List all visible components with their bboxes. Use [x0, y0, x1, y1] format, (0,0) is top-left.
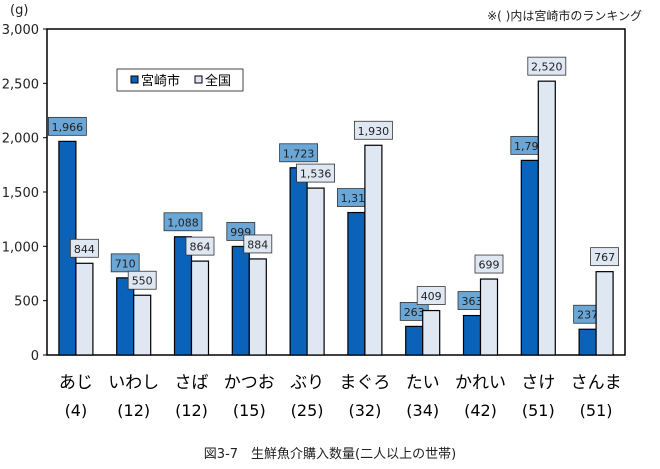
y-tick-label: 1,000: [2, 240, 39, 255]
y-tick-label: 2,000: [2, 132, 39, 147]
data-label: 844: [74, 243, 95, 256]
data-label: 884: [247, 238, 268, 251]
data-label-box: [163, 212, 203, 232]
data-label: 710: [115, 257, 136, 270]
data-label: 767: [594, 251, 615, 264]
data-label-box: [185, 236, 215, 256]
bar-national: [248, 258, 267, 356]
legend-box: [116, 68, 244, 92]
data-label: 699: [479, 259, 500, 272]
y-tick-label: 3,000: [2, 23, 39, 38]
data-label: 864: [190, 241, 211, 254]
legend-swatch-miyazaki: [130, 75, 139, 84]
bar-national: [422, 309, 441, 356]
bar-miyazaki: [347, 211, 366, 356]
rank-label: (34): [406, 401, 439, 420]
category-label: さんま: [571, 373, 622, 393]
bars: 1,9668447105501,0888649998841,7231,5361,…: [48, 56, 619, 356]
category-label: さけ: [521, 373, 555, 393]
rank-label: (51): [580, 401, 613, 420]
bar-miyazaki: [462, 314, 482, 356]
category-label: さば: [175, 373, 209, 393]
data-label-box: [590, 247, 619, 267]
category-label: あじ: [59, 373, 93, 393]
bar-miyazaki: [578, 328, 597, 356]
bar-miyazaki: [231, 245, 250, 356]
data-label: 1,791: [514, 140, 546, 153]
y-axis-unit: (g): [10, 3, 28, 18]
legend: 宮崎市 全国: [116, 68, 244, 92]
category-label: ぶり: [290, 373, 324, 393]
data-label-box: [243, 234, 273, 254]
data-label-box: [110, 253, 140, 273]
bar-national: [306, 187, 325, 356]
rank-label: (51): [522, 401, 555, 420]
legend-label-national: 全国: [205, 73, 231, 89]
data-label: 263: [404, 306, 425, 319]
data-label: 237: [577, 309, 598, 322]
data-label: 1,930: [358, 125, 390, 138]
bar-miyazaki: [405, 325, 424, 356]
rank-label: (25): [291, 401, 324, 420]
data-label-box: [48, 116, 87, 136]
bar-national: [190, 260, 210, 356]
data-label: 363: [462, 295, 483, 308]
y-tick-label: 0: [31, 349, 39, 364]
rank-label: (12): [175, 401, 208, 420]
bar-national: [595, 271, 614, 356]
y-tick-label: 500: [14, 295, 39, 310]
bar-national: [479, 278, 499, 356]
data-label-box: [474, 254, 504, 274]
rank-label: (42): [464, 401, 497, 420]
data-label-box: [527, 56, 567, 76]
data-label: 409: [421, 290, 442, 303]
data-label-box: [279, 143, 319, 163]
category-label: いわし: [108, 373, 159, 393]
rank-label: (15): [233, 401, 266, 420]
y-axis: 0 500 1,000 1,500 2,000 2,500 3,000: [2, 23, 47, 364]
data-label: 1,311: [341, 192, 373, 205]
rank-label: (4): [65, 401, 88, 420]
legend-swatch-national: [194, 75, 203, 84]
rank-label: (12): [117, 401, 150, 420]
data-label-box: [353, 120, 393, 140]
data-label-box: [416, 286, 446, 305]
category-label: かれい: [455, 373, 506, 393]
y-tick-label: 1,500: [2, 186, 39, 201]
data-label-box: [70, 238, 99, 258]
data-label: 1,723: [283, 147, 315, 160]
chart-note: ※( )内は宮崎市のランキング: [487, 8, 642, 23]
data-label: 2,520: [531, 61, 563, 74]
data-label: 550: [132, 275, 153, 288]
bar-miyazaki: [520, 159, 539, 356]
data-label: 1,536: [300, 168, 332, 181]
data-label: 1,966: [52, 121, 84, 134]
chart-title: 図3-7 生鮮魚介購入数量(二人以上の世帯): [204, 447, 456, 462]
bar-miyazaki: [289, 167, 308, 356]
data-label-box: [296, 163, 336, 183]
bar-national: [537, 80, 556, 356]
category-label: かつお: [224, 373, 275, 393]
y-tick-label: 2,500: [2, 77, 39, 92]
data-label: 1,088: [167, 216, 199, 229]
legend-label-miyazaki: 宮崎市: [141, 73, 180, 89]
x-axis: あじ (4) いわし (12) さば (12) かつお (15) ぶり (25) まぐろ (32) たい…: [59, 373, 622, 420]
bar-national: [75, 262, 94, 356]
category-label: まぐろ: [339, 373, 390, 393]
category-label: たい: [406, 373, 440, 393]
bar-national: [133, 294, 152, 356]
rank-label: (32): [348, 401, 381, 420]
data-label-box: [127, 270, 157, 290]
bar-national: [364, 144, 383, 356]
